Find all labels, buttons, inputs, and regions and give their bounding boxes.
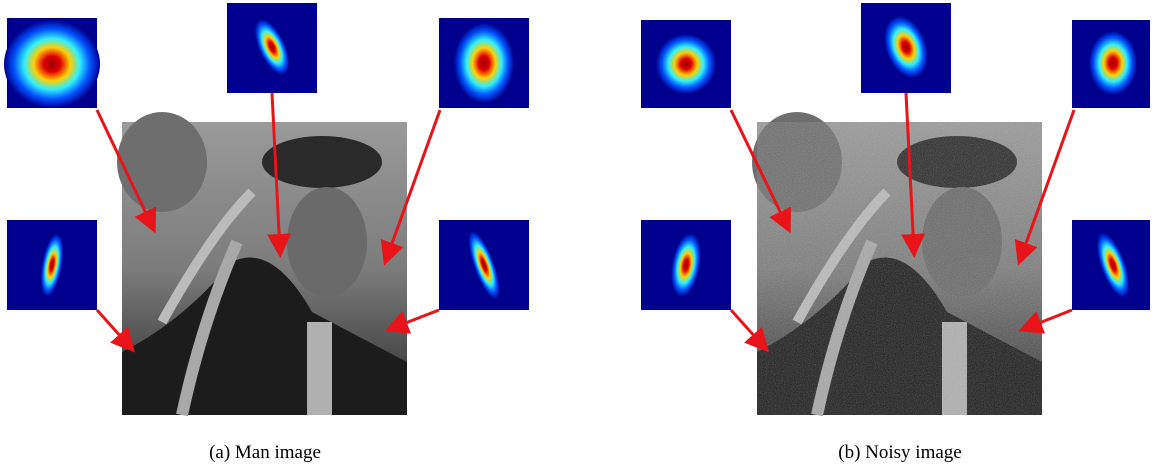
caption: (a) Man image	[209, 442, 321, 463]
man-image	[117, 112, 407, 415]
panel-a: (a) Man image	[4, 3, 529, 463]
caption: (b) Noisy image	[838, 442, 961, 463]
page: (a) Man image (b) Noisy image (() => { c…	[0, 0, 1156, 470]
figure: (a) Man image (b) Noisy image	[0, 0, 1156, 470]
panel-b: (b) Noisy image	[641, 3, 1150, 463]
